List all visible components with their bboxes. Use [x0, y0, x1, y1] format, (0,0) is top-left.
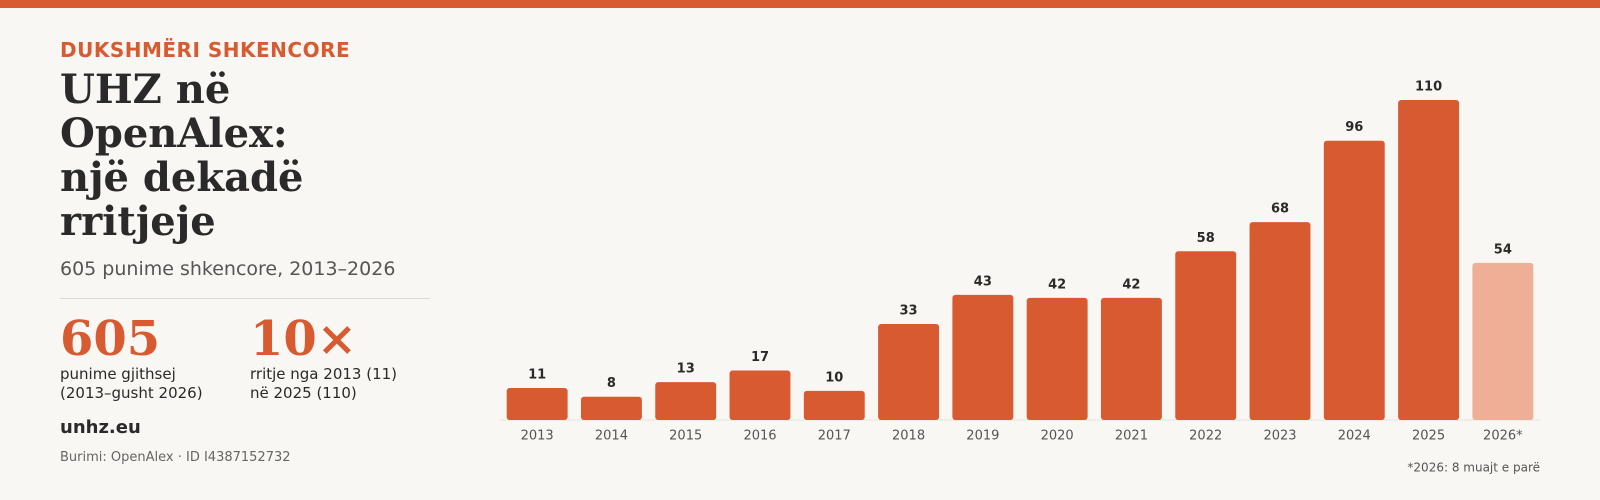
value-label: 42	[1048, 277, 1066, 292]
x-tick-label: 2019	[966, 429, 999, 444]
bar	[1472, 262, 1534, 420]
bar	[580, 396, 642, 420]
stat-label: (2013–gusht 2026)	[60, 384, 203, 402]
stat: 605 punime gjithsej (2013–gusht 2026)	[60, 313, 250, 403]
bar	[1100, 297, 1162, 420]
value-label: 58	[1197, 231, 1215, 246]
source: Burimi: OpenAlex · ID I4387152732	[60, 450, 291, 465]
x-tick-label: 2024	[1338, 429, 1371, 444]
stat: 10× rritje nga 2013 (11) në 2025 (110)	[250, 313, 440, 403]
title-line: UHZ në OpenAlex:	[60, 66, 288, 157]
title-line: një dekadë rritjeje	[60, 154, 304, 245]
x-tick-label: 2021	[1115, 429, 1148, 444]
bar	[1175, 251, 1237, 420]
x-tick-label: 2022	[1189, 429, 1222, 444]
top-bar	[0, 0, 1600, 8]
value-label: 13	[677, 362, 695, 377]
stats: 605 punime gjithsej (2013–gusht 2026) 10…	[60, 313, 440, 403]
stat-value: 605	[60, 311, 161, 367]
footnote: *2026: 8 muajt e parë	[1407, 461, 1540, 475]
x-tick-label: 2015	[669, 429, 702, 444]
stat-label: në 2025 (110)	[250, 384, 357, 402]
value-label: 11	[528, 368, 546, 383]
x-tick-label: 2026*	[1483, 429, 1523, 444]
bar	[1026, 297, 1088, 420]
bar	[803, 390, 865, 420]
value-label: 68	[1271, 202, 1289, 217]
bar	[506, 388, 568, 420]
x-tick-label: 2020	[1041, 429, 1074, 444]
value-label: 10	[825, 370, 843, 385]
bar	[878, 324, 940, 420]
x-tick-label: 2013	[521, 429, 554, 444]
site: unhz.eu	[60, 417, 141, 438]
bar	[729, 370, 791, 420]
title: UHZ në OpenAlex: një dekadë rritjeje	[60, 68, 440, 244]
bar	[952, 294, 1014, 420]
value-label: 17	[751, 350, 769, 365]
kicker: DUKSHMËRI SHKENCORE	[60, 38, 351, 62]
value-label: 54	[1494, 242, 1512, 257]
x-tick-label: 2023	[1263, 429, 1296, 444]
value-label: 96	[1345, 120, 1363, 135]
x-tick-label: 2018	[892, 429, 925, 444]
stat-label: rritje nga 2013 (11)	[250, 365, 398, 383]
x-tick-label: 2014	[595, 429, 628, 444]
value-label: 110	[1415, 80, 1442, 95]
x-tick-label: 2025	[1412, 429, 1445, 444]
stat-label: punime gjithsej	[60, 365, 176, 383]
x-tick-label: 2016	[743, 429, 776, 444]
bar	[1323, 140, 1385, 420]
stat-value: 10×	[250, 311, 358, 367]
bar	[655, 382, 717, 420]
value-label: 42	[1122, 277, 1140, 292]
bar	[1249, 222, 1311, 420]
subtitle: 605 punime shkencore, 2013–2026	[60, 258, 396, 280]
x-tick-label: 2017	[818, 429, 851, 444]
value-label: 43	[974, 274, 992, 289]
info-panel: DUKSHMËRI SHKENCORE UHZ në OpenAlex: një…	[60, 38, 440, 465]
value-label: 33	[900, 304, 918, 319]
bar	[1398, 100, 1460, 420]
divider	[60, 298, 430, 299]
value-label: 8	[607, 376, 616, 391]
